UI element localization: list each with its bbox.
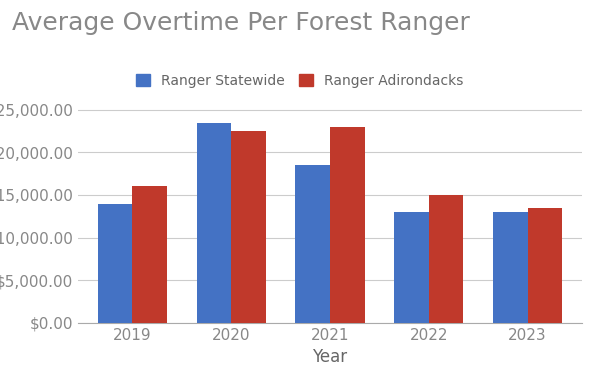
Bar <box>295 165 330 323</box>
Legend: Ranger Statewide, Ranger Adirondacks: Ranger Statewide, Ranger Adirondacks <box>136 74 464 88</box>
Bar <box>98 204 133 323</box>
Bar <box>394 212 429 323</box>
Bar <box>429 195 463 323</box>
Bar <box>133 187 167 323</box>
Bar <box>330 127 365 323</box>
Text: Average Overtime Per Forest Ranger: Average Overtime Per Forest Ranger <box>12 11 470 35</box>
Bar <box>231 131 266 323</box>
Bar <box>493 212 527 323</box>
Bar <box>197 122 231 323</box>
X-axis label: Year: Year <box>313 348 347 366</box>
Bar <box>527 208 562 323</box>
